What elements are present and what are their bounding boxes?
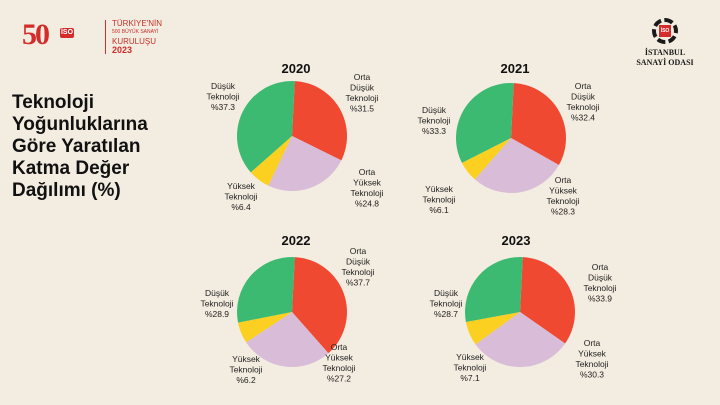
slice-mid-low-tech bbox=[292, 81, 347, 161]
slice-label: Orta Düşük Teknoloji %33.9 bbox=[583, 262, 616, 304]
org-name-line-1: İSTANBUL bbox=[644, 48, 686, 57]
slice-mid-low-tech bbox=[520, 257, 576, 344]
slice-label: Yüksek Teknoloji %7.1 bbox=[453, 352, 486, 383]
org-badge: İSO bbox=[659, 25, 671, 37]
slice-mid-high-tech bbox=[246, 312, 329, 368]
org-name-line-2: SANAYİ ODASI bbox=[636, 58, 694, 67]
anniversary-logo: 50 İSO TÜRKİYE'NİN 500 BÜYÜK SANAYİ KURU… bbox=[22, 16, 182, 58]
anniversary-line-1: TÜRKİYE'NİN bbox=[112, 19, 162, 28]
pie-chart-2023: 2023 Orta Düşük Teknoloji %33.9 Orta Yüksek Tek… bbox=[429, 233, 616, 383]
anniversary-text: TÜRKİYE'NİN 500 BÜYÜK SANAYİ KURULUŞU 20… bbox=[112, 19, 162, 55]
slice-mid-high-tech bbox=[474, 138, 559, 193]
slice-label: Yüksek Teknoloji %6.4 bbox=[224, 181, 257, 212]
title-line: Yoğunluklarına bbox=[12, 114, 148, 135]
slice-label: Orta Düşük Teknoloji %31.5 bbox=[345, 72, 378, 114]
slice-high-tech bbox=[461, 138, 511, 180]
slice-high-tech bbox=[465, 312, 520, 345]
slice-low-tech bbox=[464, 257, 523, 322]
slice-label: Yüksek Teknoloji %6.1 bbox=[422, 184, 455, 215]
slice-mid-low-tech bbox=[292, 257, 347, 354]
pie-chart-2021: 2021 Orta Düşük Teknoloji %32.4 Orta Yüksek Tek… bbox=[417, 61, 599, 217]
slice-mid-high-tech bbox=[268, 136, 342, 191]
title-line: Dağılımı (%) bbox=[12, 180, 121, 201]
slice-label: Düşük Teknoloji %33.3 bbox=[417, 105, 450, 136]
pie-chart-2022: 2022 Orta Düşük Teknoloji %37.7 Orta Yüksek Tek… bbox=[200, 233, 374, 385]
anniversary-badge: İSO bbox=[60, 28, 74, 38]
slice-label: Orta Düşük Teknoloji %37.7 bbox=[341, 246, 374, 288]
iso-logo: İSO İSTANBUL SANAYİ ODASI bbox=[625, 18, 705, 68]
slice-high-tech bbox=[250, 136, 292, 186]
slice-low-tech bbox=[236, 257, 295, 323]
slice-label: Orta Düşük Teknoloji %32.4 bbox=[566, 81, 599, 123]
anniversary-year: 2023 bbox=[112, 45, 133, 55]
gear-icon: İSO bbox=[652, 18, 678, 44]
slice-label: Orta Yüksek Teknoloji %30.3 bbox=[575, 338, 608, 380]
slice-label: Orta Yüksek Teknoloji %27.2 bbox=[322, 342, 355, 384]
chart-title: 2021 bbox=[501, 61, 530, 76]
chart-title: 2023 bbox=[502, 233, 531, 248]
slice-label: Orta Yüksek Teknoloji %24.8 bbox=[350, 167, 383, 209]
slide-title: Teknoloji Yoğunluklarına Göre Yaratılan … bbox=[12, 92, 212, 202]
slice-label: Orta Yüksek Teknoloji %28.3 bbox=[546, 175, 579, 217]
slice-high-tech bbox=[238, 312, 292, 343]
slice-mid-low-tech bbox=[511, 83, 566, 165]
pie-chart-2020: 2020 Orta Düşük Teknoloji %31.5 Orta Yüksek Tek… bbox=[206, 61, 383, 212]
slice-label: Düşük Teknoloji %28.7 bbox=[429, 288, 462, 319]
slice-low-tech bbox=[237, 81, 295, 173]
title-line: Katma Değer bbox=[12, 158, 130, 179]
chart-title: 2020 bbox=[282, 61, 311, 76]
title-line: Göre Yaratılan bbox=[12, 136, 141, 157]
logo-divider bbox=[105, 20, 106, 54]
anniversary-line-2: 500 BÜYÜK SANAYİ bbox=[112, 29, 159, 35]
slice-label: Yüksek Teknoloji %6.2 bbox=[229, 354, 262, 385]
chart-title: 2022 bbox=[282, 233, 311, 248]
anniversary-number: 50 bbox=[22, 18, 50, 51]
title-line: Teknoloji bbox=[12, 92, 94, 113]
slice-low-tech bbox=[456, 83, 514, 163]
anniversary-line-3: KURULUŞU bbox=[112, 37, 157, 46]
slice-label: Düşük Teknoloji %37.3 bbox=[206, 81, 239, 112]
slice-label: Düşük Teknoloji %28.9 bbox=[200, 288, 233, 319]
slice-mid-high-tech bbox=[475, 312, 566, 368]
